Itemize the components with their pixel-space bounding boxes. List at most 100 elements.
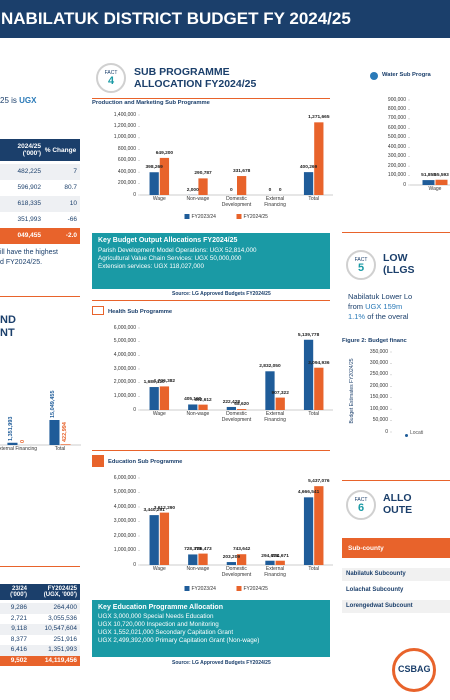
bar: [237, 554, 247, 565]
table-cell: 596,902: [17, 184, 42, 191]
table-cell: 9,502: [10, 656, 27, 664]
divider: [92, 98, 330, 99]
box-item: UGX 1,552,021,000 Secondary Capitation G…: [98, 629, 234, 636]
y-tick-label: 150,000: [369, 394, 388, 401]
header-cell: FY2024/25 (UGX, '000'): [43, 586, 77, 598]
value-label: 398,269: [145, 165, 163, 171]
health-icon: [92, 306, 104, 315]
x-tick-label: Non-wage: [186, 566, 210, 572]
text-line: 1.1% of the overal: [348, 312, 412, 322]
value-label: 15,049,455: [50, 390, 57, 418]
table-cell: -2.0: [65, 232, 77, 239]
y-tick-label: 5,000,000: [113, 489, 136, 495]
title-line: SUB PROGRAMME: [134, 66, 230, 78]
row-band: [342, 600, 450, 613]
table-row: 6,416 1,351,993: [0, 645, 80, 656]
y-tick-label: 900,000: [387, 96, 406, 103]
note: ill have the highest d FY2024/25.: [0, 248, 58, 268]
bar: [275, 397, 285, 410]
table-cell: 351,993: [17, 216, 42, 223]
table-cell: Lolachat Subcounty: [346, 587, 404, 593]
y-tick-label: 100,000: [369, 405, 388, 412]
bar: [159, 386, 170, 410]
bar: [198, 404, 208, 410]
legend-swatch: [236, 586, 242, 591]
title-line: OUTE: [383, 504, 413, 516]
value-label: 294,671: [261, 553, 279, 559]
legend-label: FY2024/25: [243, 214, 268, 220]
value-label: 400,269: [299, 165, 318, 171]
legend-swatch: [184, 586, 190, 591]
legend-label: FY2023/24: [191, 214, 216, 220]
bar: [314, 367, 324, 410]
box-title: Key Budget Output Allocations FY2024/25: [98, 237, 238, 244]
divider: [0, 566, 80, 567]
table-header: 23/24 ('000') FY2024/25 (UGX, '000'): [0, 584, 80, 600]
bar: [188, 404, 198, 410]
bar: [188, 554, 198, 565]
value-label: 649,200: [155, 150, 174, 156]
y-tick-label: 200,000: [369, 382, 388, 389]
y-tick-label: 0: [133, 406, 136, 413]
chart-title: Health Sub Programme: [108, 309, 173, 315]
x-tick-label: External Financing: [264, 566, 286, 578]
text-line: Nabilatuk Lower Lo: [348, 292, 413, 301]
box-title: Key Education Programme Allocation: [98, 604, 223, 611]
value-label: 907,322: [271, 390, 289, 396]
box-item: UGX 2,499,392,000 Primary Capitation Gra…: [98, 637, 260, 644]
y-tick-label: 350,000: [369, 348, 388, 355]
bar: [149, 172, 159, 195]
divider: [92, 450, 330, 451]
x-tick-label: External Financing: [264, 411, 286, 423]
y-tick-label: 700,000: [387, 115, 406, 122]
bar: [60, 444, 71, 445]
value-label: 0: [278, 188, 282, 193]
y-tick-label: 6,000,000: [113, 324, 136, 331]
bar: [422, 180, 435, 185]
title-line: ALLOCATION FY2024/25: [134, 78, 257, 90]
source: Source: LG Approved Budgets FY2024/25: [172, 291, 271, 297]
y-tick-label: 1,000,000: [113, 547, 136, 553]
bar: [303, 497, 314, 565]
value-label: 3,440,291: [143, 508, 165, 514]
table-row: 618,335 10: [0, 196, 80, 212]
legend-label: FY2024/25: [243, 586, 268, 592]
bar: [435, 179, 448, 185]
badge-label: FACT: [354, 497, 368, 503]
table-cell: 10,547,604: [44, 625, 77, 632]
bar: [314, 122, 324, 195]
note-line: d FY2024/25.: [0, 259, 43, 266]
row-band: [342, 568, 450, 581]
y-tick-label: 300,000: [387, 153, 406, 160]
text-part: of the overal: [365, 312, 409, 321]
value-label: 294,671: [271, 553, 289, 559]
y-tick-label: 600,000: [387, 124, 406, 131]
legend-swatch: [184, 214, 190, 219]
y-tick-label: 400,000: [117, 168, 136, 175]
table-row: 351,993 -66: [0, 212, 80, 228]
value-label: 3,612,290: [153, 505, 176, 511]
bar: [314, 486, 324, 565]
y-tick-label: 400,000: [387, 143, 406, 150]
x-tick-label: Domestic Development: [221, 196, 252, 208]
value-label: 392,612: [194, 397, 212, 403]
table-row: 049,455 -2.0: [0, 228, 80, 244]
value-label: 0: [19, 439, 26, 443]
y-tick-label: 1,400,000: [113, 111, 136, 118]
table-cell: 9,118: [11, 625, 27, 632]
x-tick-label: Total: [308, 196, 319, 202]
y-tick-label: 800,000: [387, 105, 406, 112]
bar: [198, 553, 208, 565]
table-header: 2024/25 ('000') % Change: [0, 139, 80, 161]
header-cell: 2024/25 ('000'): [17, 143, 42, 157]
box-item: Parish Development Model Operations: UGX…: [98, 247, 257, 254]
table-cell: Lorengedwat Subcount: [346, 603, 413, 609]
y-tick-label: 0: [133, 561, 136, 568]
box-item: Agricultural Value Chain Services: UGX 5…: [98, 255, 242, 262]
x-tick-label: Wage: [152, 566, 166, 572]
y-tick-label: 100,000: [387, 172, 406, 179]
table-row: 9,118 10,547,604: [0, 624, 80, 635]
table-row: 8,377 251,916: [0, 634, 80, 645]
chart-title: Education Sub Programme: [108, 459, 183, 465]
